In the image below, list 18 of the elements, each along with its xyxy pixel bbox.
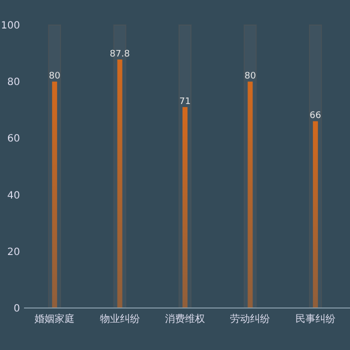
x-tick-label: 物业纠纷 [100, 313, 140, 325]
x-tick-label: 民事纠纷 [295, 313, 336, 325]
bar [312, 121, 318, 308]
y-tick-label: 40 [7, 190, 20, 202]
x-tick-label: 劳动纠纷 [230, 313, 270, 325]
y-tick-label: 0 [14, 304, 20, 314]
y-tick-label: 100 [0, 20, 20, 32]
data-label: 66 [310, 111, 322, 122]
bar [182, 107, 188, 308]
y-tick-label: 60 [7, 134, 20, 145]
data-label: 87.8 [110, 50, 130, 60]
x-tick-label: 婚姻家庭 [34, 313, 75, 325]
data-label: 80 [244, 72, 256, 82]
data-label: 71 [179, 97, 191, 108]
y-tick-label: 80 [7, 77, 20, 88]
data-label: 80 [48, 72, 61, 82]
x-tick-label: 消费维权 [165, 313, 205, 325]
y-tick-label: 20 [7, 246, 20, 258]
